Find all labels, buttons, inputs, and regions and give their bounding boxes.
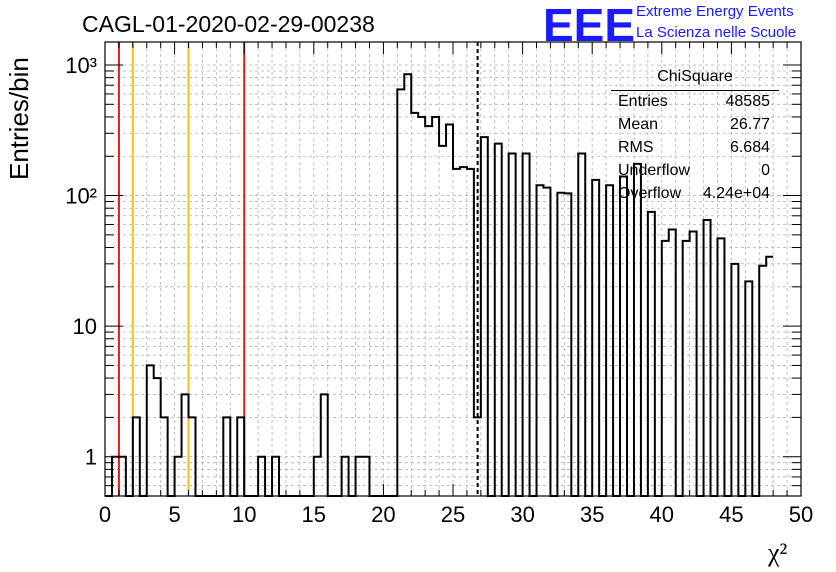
- histogram-bin: [404, 74, 411, 496]
- stat-value: 6.684: [729, 139, 770, 156]
- x-axis-label: χ²: [768, 538, 788, 567]
- histogram-bin: [578, 153, 585, 496]
- histogram-bin: [537, 185, 544, 496]
- histogram-bin: [745, 281, 752, 496]
- histogram-bin: [182, 394, 189, 496]
- histogram-bin: [717, 238, 724, 496]
- histogram-bin: [592, 180, 599, 496]
- histogram-bin: [474, 417, 481, 496]
- histogram-bin: [223, 417, 230, 496]
- histogram-bin: [119, 457, 126, 496]
- histogram-bin: [509, 153, 516, 496]
- histogram-bin: [669, 229, 676, 496]
- histogram-bin: [766, 257, 773, 496]
- histogram-bin: [481, 137, 488, 496]
- x-tick-label: 15: [302, 502, 326, 527]
- histogram-bin: [704, 220, 711, 496]
- histogram-bin: [161, 417, 168, 496]
- histogram-bin: [425, 126, 432, 496]
- histogram-bin: [272, 457, 279, 496]
- histogram-bin: [564, 193, 571, 496]
- histogram-bin: [363, 457, 370, 496]
- x-tick-label: 10: [232, 502, 256, 527]
- stat-key: Entries: [618, 93, 668, 110]
- x-tick-label: 20: [371, 502, 395, 527]
- x-tick-label: 30: [510, 502, 534, 527]
- histogram-bin: [634, 164, 641, 496]
- stat-key: Overflow: [618, 185, 682, 202]
- histogram-bin: [759, 266, 766, 496]
- histogram-bin: [147, 365, 154, 496]
- histogram-bin: [453, 169, 460, 496]
- stat-key: Underflow: [618, 162, 691, 179]
- histogram-bin: [446, 125, 453, 496]
- histogram-bin: [467, 169, 474, 496]
- histogram-bin: [154, 378, 161, 496]
- y-tick-label: 1: [85, 445, 97, 470]
- histogram-bin: [460, 167, 467, 496]
- y-tick-label: 10: [73, 314, 97, 339]
- histogram-bin: [356, 457, 363, 496]
- stat-value: 4.24e+04: [702, 185, 770, 202]
- histogram-bin: [397, 89, 404, 496]
- histogram-bin: [189, 417, 196, 496]
- x-tick-label: 40: [650, 502, 674, 527]
- chart-title: CAGL-01-2020-02-29-00238: [82, 11, 375, 37]
- eee-logo: EEE: [543, 0, 636, 51]
- x-tick-label: 50: [789, 502, 813, 527]
- histogram-bin: [523, 153, 530, 496]
- histogram-bin: [557, 193, 564, 496]
- stats-divider: [611, 90, 779, 91]
- x-tick-label: 35: [580, 502, 604, 527]
- x-tick-label: 0: [99, 502, 111, 527]
- histogram-bin: [683, 241, 690, 496]
- histogram-bin: [342, 457, 349, 496]
- x-tick-label: 5: [168, 502, 180, 527]
- histogram-bin: [321, 394, 328, 496]
- histogram-bin: [133, 417, 140, 496]
- y-tick-label: 10³: [65, 53, 97, 78]
- histogram-bin: [620, 176, 627, 496]
- histogram-bin: [411, 113, 418, 496]
- stat-value: 26.77: [729, 116, 770, 133]
- stats-title: ChiSquare: [657, 68, 733, 85]
- y-tick-label: 10²: [65, 184, 97, 209]
- histogram-bin: [648, 212, 655, 496]
- histogram-bin: [258, 457, 265, 496]
- histogram-bin: [418, 117, 425, 496]
- x-tick-label: 25: [441, 502, 465, 527]
- histogram-bin: [690, 232, 697, 496]
- histogram-bin: [662, 241, 669, 496]
- logo-text-line1: Extreme Energy Events: [636, 3, 794, 20]
- histogram-bin: [237, 417, 244, 496]
- histogram-bin: [495, 144, 502, 496]
- histogram-bin: [543, 188, 550, 496]
- stat-key: Mean: [618, 116, 659, 133]
- stat-key: RMS: [618, 139, 654, 156]
- histogram-bin: [606, 185, 613, 496]
- stat-value: 0: [761, 162, 770, 179]
- stat-value: 48585: [725, 93, 771, 110]
- logo-text-line2: La Scienza nelle Scuole: [636, 24, 797, 41]
- histogram-bin: [731, 264, 738, 496]
- histogram-bin: [314, 457, 321, 496]
- stats-box: ChiSquare Entries 48585 Mean 26.77 RMS 6…: [611, 68, 779, 208]
- histogram-bin: [439, 146, 446, 496]
- x-tick-label: 45: [719, 502, 743, 527]
- histogram-bin: [432, 117, 439, 496]
- histogram-bin: [175, 457, 182, 496]
- histogram-series-line: [105, 73, 774, 497]
- y-axis-label: Entries/bin: [4, 57, 34, 180]
